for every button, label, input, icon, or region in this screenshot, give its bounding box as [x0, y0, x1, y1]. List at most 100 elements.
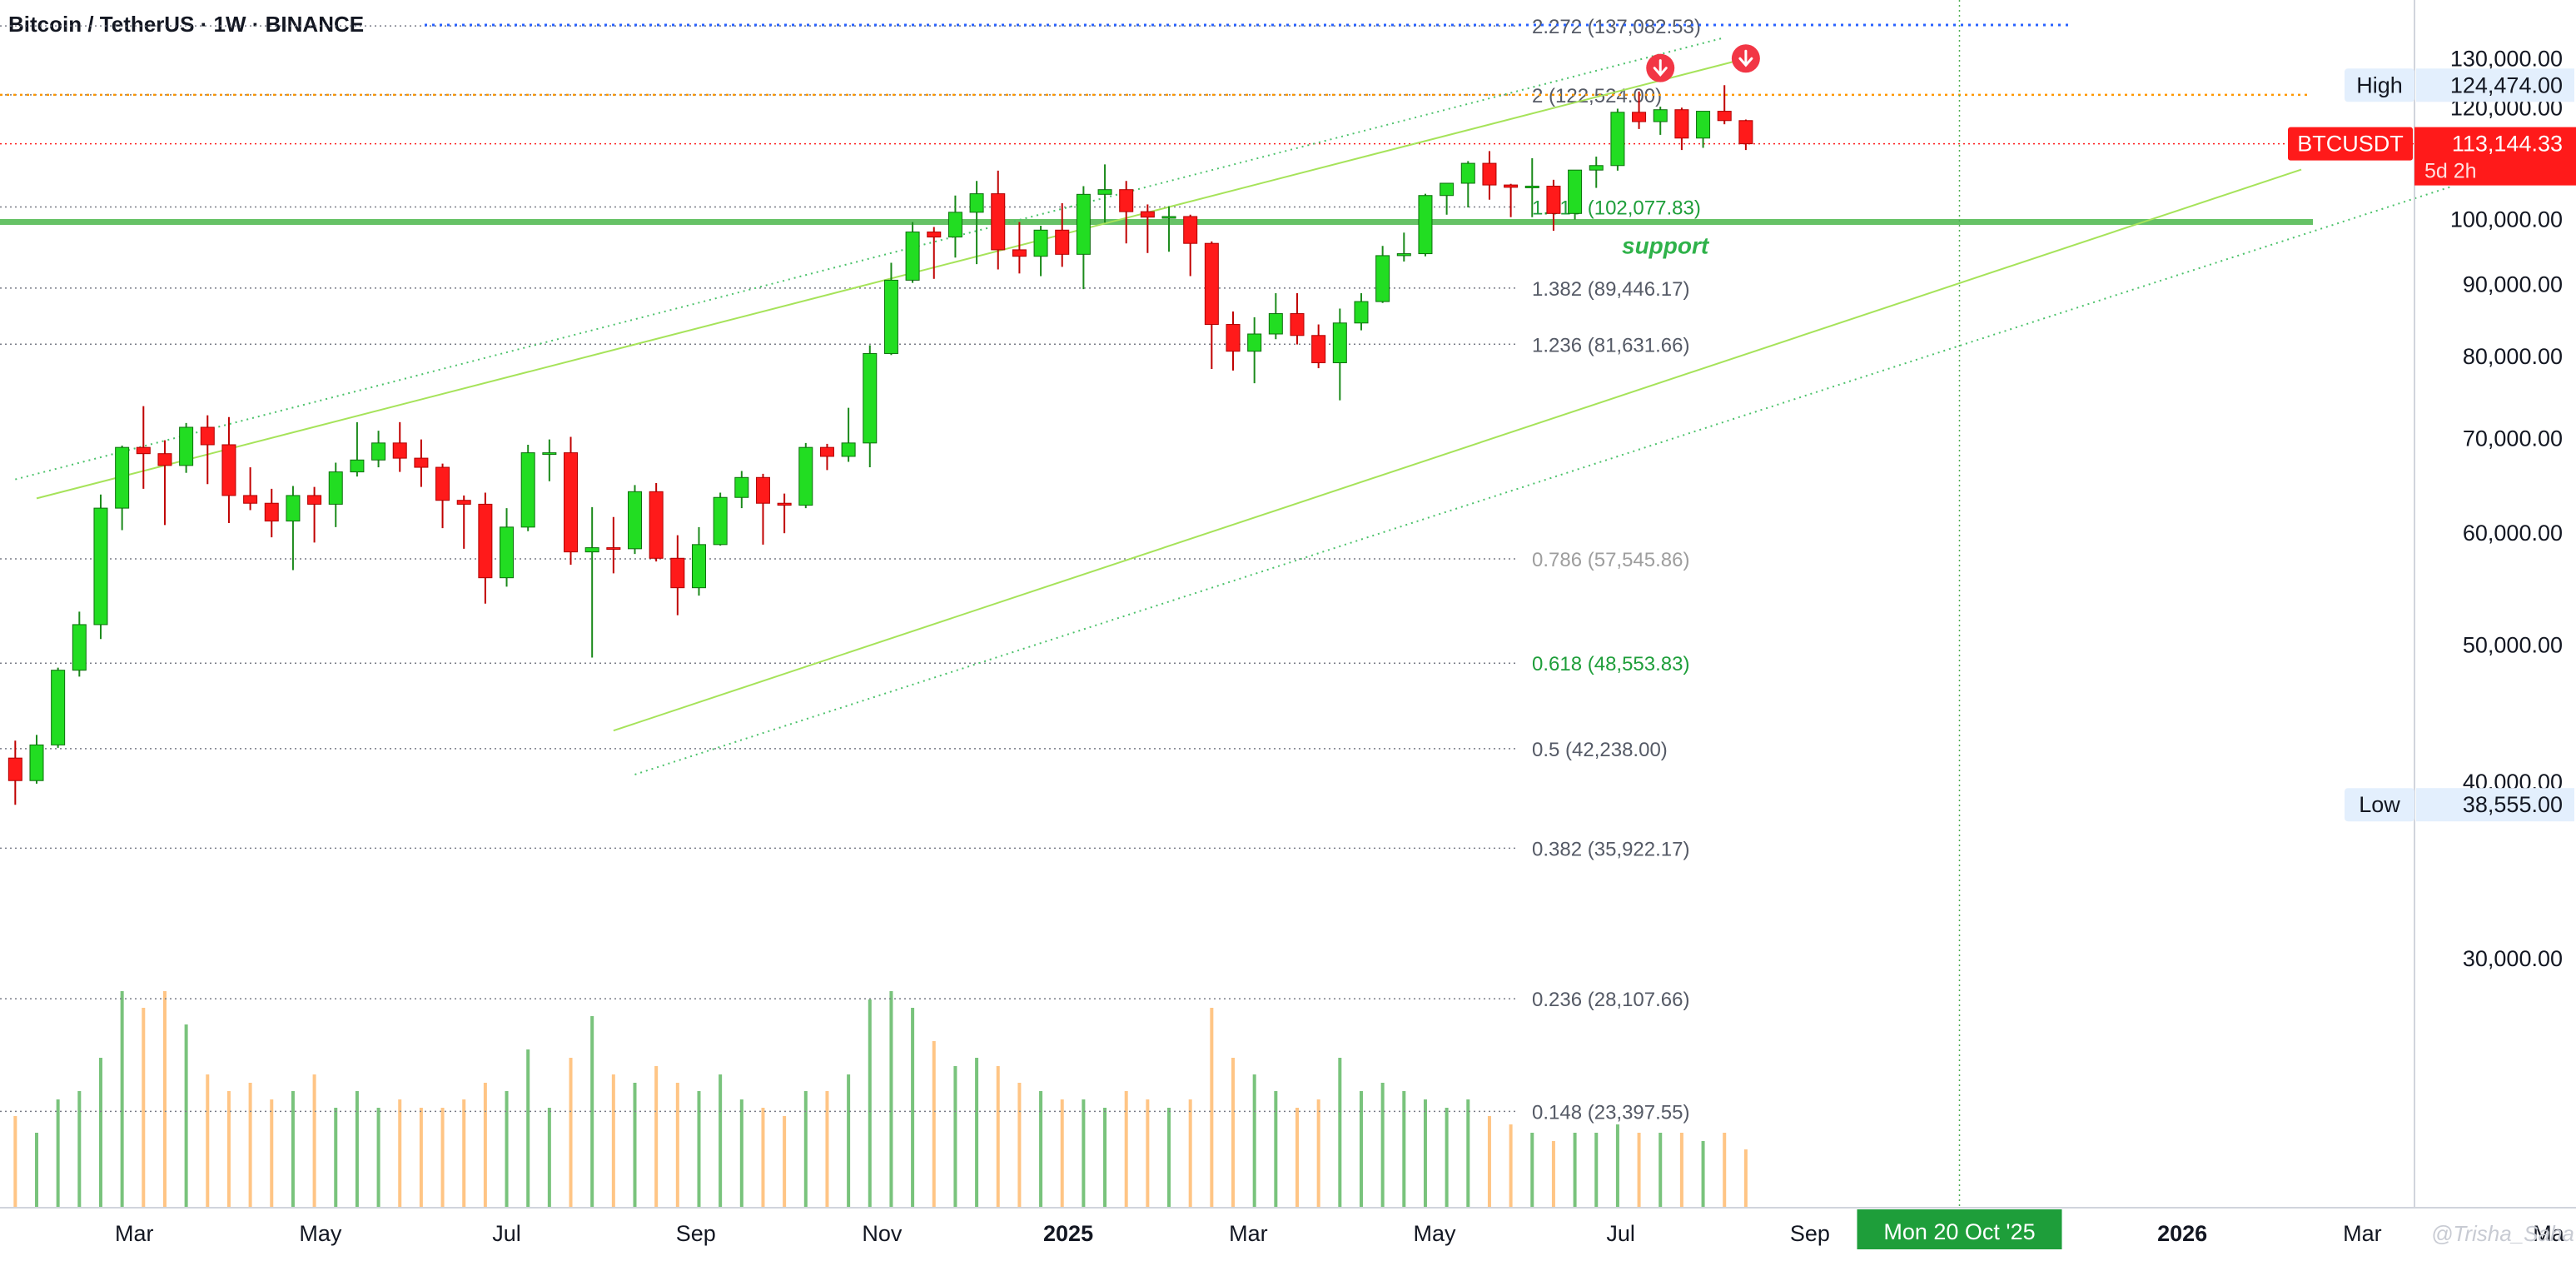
candle — [1226, 311, 1241, 371]
time-axis: Mar May Jul Sep Nov 2025 Mar May Jul Sep 2026 Mar Ma — [115, 1221, 2565, 1246]
candle-body — [520, 452, 535, 528]
candle-body — [1632, 112, 1647, 122]
candle-body — [628, 491, 643, 550]
candle — [1332, 308, 1347, 401]
candle — [991, 170, 1006, 270]
volume-bar — [911, 1008, 915, 1208]
candle — [606, 516, 621, 574]
volume-bar — [526, 1049, 530, 1208]
volume-bar — [803, 1091, 808, 1208]
candle-body — [478, 503, 493, 579]
candle-body — [1482, 162, 1497, 186]
candle — [1354, 293, 1369, 331]
candle — [1396, 232, 1411, 262]
candle — [1290, 293, 1305, 345]
candle-body — [435, 466, 450, 501]
high-label-value-bg — [2416, 68, 2574, 102]
candle-body — [500, 526, 515, 579]
candle-body — [136, 446, 151, 455]
channel-lines — [15, 37, 2452, 775]
volume-bar — [1594, 1133, 1599, 1208]
candle-body — [1311, 335, 1326, 364]
volume-bar — [953, 1066, 957, 1208]
candle-body — [1268, 313, 1283, 335]
candle — [969, 181, 984, 265]
volume-bar — [1295, 1108, 1299, 1208]
volume-bar — [291, 1091, 295, 1208]
volume-bar — [1252, 1074, 1256, 1208]
volume-bar — [419, 1108, 423, 1208]
time-axis-label: Jul — [1606, 1221, 1635, 1246]
candle-body — [1012, 249, 1027, 257]
candle-body — [734, 476, 749, 498]
candle-body — [1717, 111, 1732, 122]
candle — [1140, 204, 1155, 253]
candle — [478, 492, 493, 604]
candle-body — [584, 547, 599, 553]
volume-bar — [1509, 1124, 1513, 1208]
candle — [456, 495, 471, 549]
candle — [1482, 151, 1497, 200]
candle-body — [221, 444, 236, 496]
candle — [1161, 206, 1176, 252]
last-price-countdown: 5d 2h — [2424, 160, 2477, 183]
time-axis-label: May — [1413, 1221, 1456, 1246]
candle-body — [1440, 182, 1455, 197]
candle-body — [7, 757, 22, 781]
candle — [649, 483, 664, 562]
candle-body — [798, 446, 813, 506]
candle — [670, 535, 685, 616]
candle — [243, 467, 258, 511]
volume-bar — [312, 1074, 316, 1208]
candle-body — [1140, 211, 1155, 218]
volume-bar — [868, 999, 872, 1208]
candle — [520, 444, 535, 531]
candle-body — [947, 212, 962, 238]
low-label-tag-bg — [2345, 788, 2414, 822]
price-axis: 130,000.00120,000.00100,000.0090,000.008… — [2450, 46, 2563, 971]
candle — [328, 462, 343, 527]
candle — [1375, 246, 1390, 303]
candle-body — [1375, 255, 1390, 302]
candle — [157, 440, 172, 526]
candle-body — [1290, 313, 1305, 336]
candle — [93, 494, 108, 640]
candle-body — [286, 495, 301, 522]
price-axis-tick: 60,000.00 — [2463, 521, 2563, 546]
fib-level-label: 1.382 (89,446.17) — [1532, 278, 1689, 301]
down-arrow-marker — [1731, 44, 1760, 73]
candle-body — [991, 193, 1006, 251]
candle-body — [115, 446, 130, 509]
volume-bar — [1316, 1099, 1320, 1208]
volume-bar — [847, 1074, 851, 1208]
candle-body — [1653, 109, 1668, 122]
volume-bars — [13, 991, 1748, 1208]
candle — [947, 195, 962, 258]
volume-bar — [162, 991, 167, 1208]
candle-body — [1418, 195, 1433, 255]
volume-bar — [1039, 1091, 1043, 1208]
candle-body — [1674, 109, 1689, 139]
candle-body — [1183, 216, 1198, 244]
low-label: Low 38,555.00 — [2345, 788, 2574, 822]
volume-bar — [975, 1058, 979, 1208]
candle-body — [371, 442, 386, 461]
volume-bar — [1060, 1099, 1064, 1208]
candle-body — [819, 446, 834, 457]
candle-body — [350, 459, 365, 473]
candle-body — [51, 670, 66, 745]
volume-bar — [398, 1099, 402, 1208]
candle — [392, 421, 407, 472]
time-axis-label: Ma — [2533, 1221, 2564, 1246]
high-label-tag-bg — [2345, 68, 2414, 102]
volume-bar — [590, 1016, 594, 1208]
candle-body — [1033, 229, 1048, 257]
candle-body — [392, 442, 407, 459]
candle — [1076, 186, 1091, 290]
high-label: High 124,474.00 — [2345, 68, 2574, 102]
candle-body — [328, 471, 343, 505]
candle-body — [1504, 184, 1519, 188]
volume-bar — [13, 1116, 17, 1208]
volume-bar — [1679, 1133, 1683, 1208]
